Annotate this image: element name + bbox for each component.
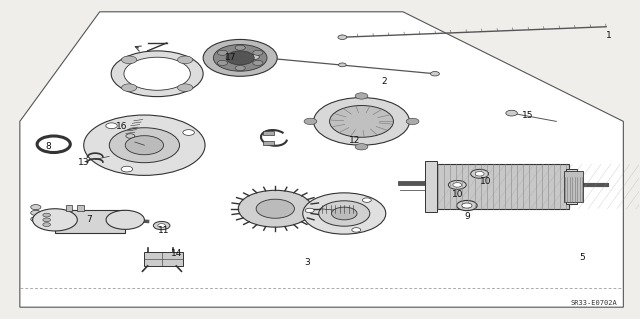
Circle shape bbox=[158, 224, 166, 227]
Circle shape bbox=[249, 54, 259, 59]
Text: 10: 10 bbox=[480, 177, 492, 186]
Circle shape bbox=[43, 223, 51, 226]
Circle shape bbox=[183, 130, 195, 135]
Bar bbox=[426, 161, 437, 212]
Bar bbox=[262, 131, 274, 135]
Circle shape bbox=[124, 57, 190, 90]
Circle shape bbox=[177, 56, 193, 63]
Circle shape bbox=[106, 210, 145, 229]
Circle shape bbox=[235, 65, 245, 70]
Circle shape bbox=[43, 218, 51, 222]
Bar bbox=[566, 169, 577, 204]
Circle shape bbox=[109, 128, 179, 163]
Text: 15: 15 bbox=[522, 111, 533, 120]
Circle shape bbox=[303, 193, 386, 234]
Circle shape bbox=[39, 213, 49, 219]
Bar bbox=[145, 252, 182, 266]
Circle shape bbox=[33, 209, 77, 231]
Circle shape bbox=[253, 60, 263, 65]
Circle shape bbox=[125, 136, 164, 155]
Text: 8: 8 bbox=[45, 142, 51, 151]
Circle shape bbox=[218, 50, 228, 55]
Circle shape bbox=[238, 190, 312, 227]
Circle shape bbox=[304, 118, 317, 124]
Circle shape bbox=[462, 203, 472, 208]
Circle shape bbox=[305, 208, 314, 213]
Text: 7: 7 bbox=[86, 215, 92, 224]
Circle shape bbox=[226, 51, 254, 65]
Bar bbox=[55, 210, 125, 233]
Circle shape bbox=[330, 106, 394, 137]
Bar bbox=[564, 171, 583, 202]
Circle shape bbox=[319, 201, 370, 226]
Text: 11: 11 bbox=[158, 226, 170, 235]
Text: 2: 2 bbox=[381, 77, 387, 86]
Bar bbox=[77, 205, 84, 211]
Circle shape bbox=[431, 71, 440, 76]
Text: 13: 13 bbox=[78, 158, 90, 167]
Text: 3: 3 bbox=[305, 258, 310, 267]
Circle shape bbox=[355, 93, 368, 99]
Circle shape bbox=[154, 221, 170, 230]
Circle shape bbox=[218, 60, 228, 65]
Circle shape bbox=[362, 198, 371, 202]
Circle shape bbox=[126, 134, 135, 138]
Text: 9: 9 bbox=[464, 212, 470, 221]
Circle shape bbox=[332, 207, 357, 220]
Text: 17: 17 bbox=[225, 53, 236, 62]
Text: 10: 10 bbox=[452, 190, 463, 199]
Circle shape bbox=[213, 45, 267, 71]
Circle shape bbox=[84, 115, 205, 175]
Circle shape bbox=[339, 63, 346, 67]
Text: 14: 14 bbox=[171, 249, 182, 258]
Text: 12: 12 bbox=[349, 136, 361, 145]
Circle shape bbox=[31, 210, 41, 215]
Circle shape bbox=[31, 217, 41, 222]
Text: SR33-E0702A: SR33-E0702A bbox=[570, 300, 617, 306]
Circle shape bbox=[355, 144, 368, 150]
Circle shape bbox=[406, 118, 419, 124]
Circle shape bbox=[122, 56, 137, 63]
Bar bbox=[66, 205, 72, 211]
Text: 5: 5 bbox=[579, 254, 585, 263]
Circle shape bbox=[475, 172, 484, 176]
Circle shape bbox=[470, 169, 488, 178]
Circle shape bbox=[352, 228, 361, 232]
Circle shape bbox=[106, 123, 117, 129]
Circle shape bbox=[111, 51, 203, 97]
Circle shape bbox=[177, 84, 193, 92]
Circle shape bbox=[122, 84, 137, 92]
Circle shape bbox=[121, 166, 132, 172]
Polygon shape bbox=[20, 12, 623, 307]
Circle shape bbox=[235, 45, 245, 50]
Bar bbox=[262, 141, 274, 145]
Circle shape bbox=[506, 110, 517, 116]
Circle shape bbox=[449, 181, 467, 189]
Circle shape bbox=[43, 213, 51, 217]
Circle shape bbox=[253, 50, 263, 55]
Circle shape bbox=[203, 40, 277, 76]
Circle shape bbox=[256, 199, 294, 218]
Circle shape bbox=[314, 98, 410, 145]
Text: 16: 16 bbox=[116, 122, 128, 131]
Circle shape bbox=[338, 35, 347, 40]
Circle shape bbox=[31, 204, 41, 210]
Circle shape bbox=[453, 183, 462, 187]
Text: 1: 1 bbox=[607, 31, 612, 40]
Circle shape bbox=[457, 200, 477, 211]
Bar bbox=[435, 164, 569, 209]
